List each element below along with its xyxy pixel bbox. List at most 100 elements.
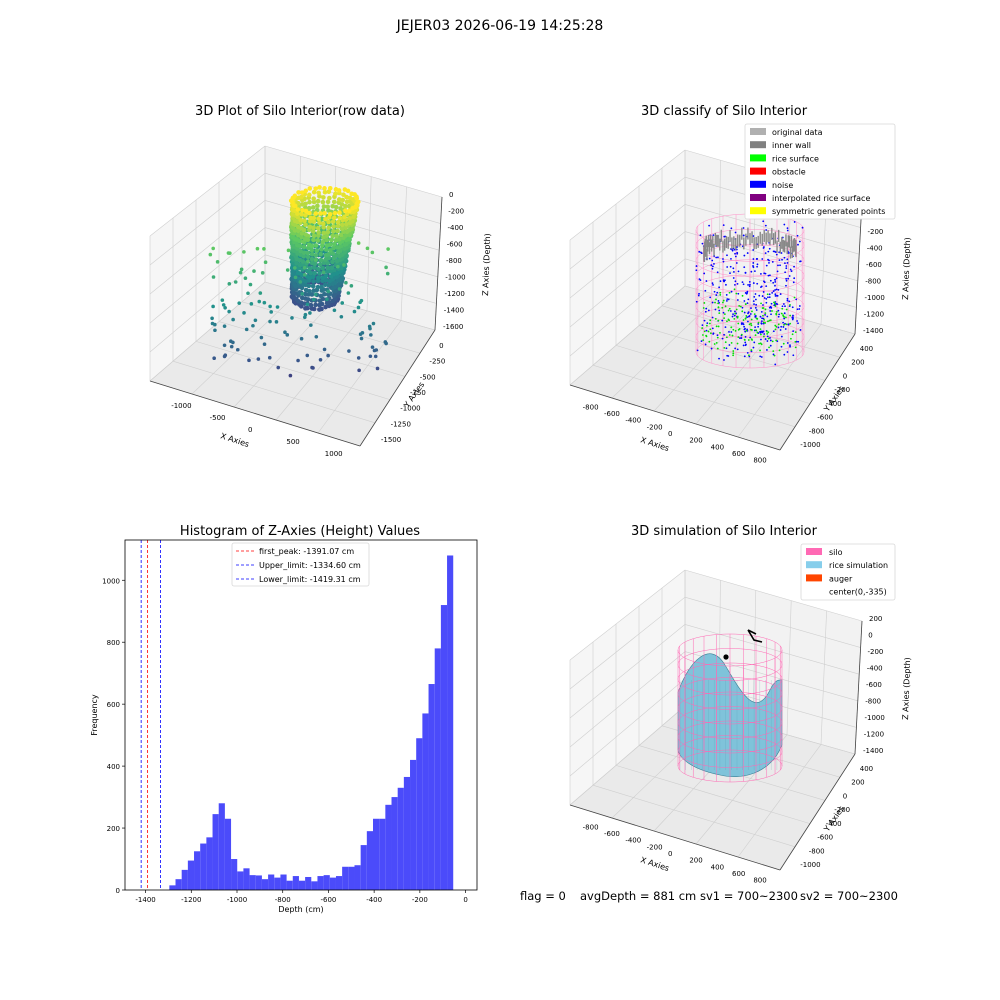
raw-data-point [297, 262, 303, 268]
histogram-bar [292, 876, 299, 890]
histogram-bar [410, 759, 417, 890]
raw-data-point [211, 246, 215, 251]
classify-noise-point [774, 289, 776, 291]
raw-data-point [290, 207, 296, 213]
raw-data-point [262, 342, 267, 346]
classify-rice-point [794, 340, 797, 343]
classify-rice-point [740, 333, 743, 336]
classify-noise-point [752, 262, 755, 264]
classify-noise-point [734, 255, 737, 258]
classify-noise-point [717, 256, 719, 259]
simulation-x-tick-label: 0 [668, 850, 672, 858]
classify-noise-point [762, 220, 765, 223]
histogram-y-tick-label: 400 [107, 763, 120, 771]
raw-data-point [275, 305, 280, 309]
classify-noise-point [742, 234, 745, 237]
classify-noise-point [746, 290, 749, 293]
classify-rice-point [762, 307, 765, 309]
classify-noise-point [759, 355, 762, 358]
raw-data-point [311, 265, 317, 270]
classify-x-tick-label: 200 [689, 437, 702, 445]
raw-data-point [238, 270, 243, 275]
histogram-bar [354, 865, 361, 890]
classify-noise-point [774, 363, 777, 366]
classify-noise-point [746, 302, 749, 305]
classify-noise-point [777, 315, 780, 318]
raw-data-point [311, 219, 317, 224]
classify-noise-point [747, 298, 750, 301]
simulation-grid-line [569, 651, 686, 748]
classify-rice-point [759, 333, 762, 336]
raw-data-point [300, 291, 304, 296]
classify-noise-point [743, 254, 746, 257]
classify-rice-point [741, 310, 744, 313]
classify-rice-point [716, 347, 719, 350]
classify-noise-point [733, 283, 736, 286]
classify-noise-point [741, 306, 744, 309]
raw-data-point [285, 333, 290, 337]
raw-data-point [242, 250, 246, 254]
classify-noise-point [769, 310, 772, 312]
raw-data-point [306, 242, 312, 248]
raw-data-point [360, 331, 365, 335]
raw-z-axis-line [434, 196, 443, 331]
classify-rice-point [774, 305, 777, 308]
classify-noise-point [765, 229, 768, 231]
classify-noise-point [770, 302, 773, 305]
classify-grid-line [569, 258, 686, 357]
classify-rice-point [760, 302, 762, 305]
classify-noise-point [728, 331, 730, 333]
raw-data-point [320, 265, 326, 271]
classify-rice-point [715, 341, 718, 344]
classify-noise-point [717, 300, 720, 302]
classify-noise-point [715, 256, 718, 259]
simulation-grid-line [684, 624, 860, 675]
classify-legend-label: original data [772, 128, 823, 137]
classify-noise-point [752, 346, 755, 349]
classify-noise-point [724, 326, 727, 329]
raw-data-point [343, 221, 349, 227]
simulation-grid-line [569, 705, 686, 806]
simulation-x-tick-label: -800 [583, 823, 599, 831]
classify-noise-point [737, 292, 740, 295]
classify-z-tick-label: -800 [865, 278, 881, 286]
raw-grid-line [264, 145, 443, 198]
raw-data-point [258, 291, 263, 295]
raw-data-point [309, 292, 315, 297]
classify-noise-point [785, 284, 787, 287]
raw-y-tick-label: -250 [429, 358, 445, 366]
classify-noise-point [769, 274, 771, 277]
raw-data-point [213, 328, 217, 333]
classify-legend-label: interpolated rice surface [772, 194, 870, 203]
classify-noise-point [726, 298, 729, 301]
classify-legend-label: rice surface [772, 154, 819, 163]
classify-noise-point [730, 257, 732, 260]
classify-rice-point [772, 350, 775, 353]
classify-noise-point [763, 280, 765, 283]
classify-noise-point [746, 320, 749, 323]
raw-data-point [322, 291, 327, 297]
raw-data-point [305, 250, 311, 256]
raw-data-point [212, 356, 216, 361]
classify-noise-point [752, 265, 754, 267]
raw-data-point [330, 298, 335, 304]
raw-grid-line [195, 341, 391, 400]
classify-noise-point [700, 340, 703, 343]
classify-rice-point [771, 310, 773, 312]
raw-data-point [323, 252, 329, 258]
raw-data-point [315, 203, 320, 209]
raw-data-point [327, 185, 333, 191]
raw-data-point [255, 246, 260, 251]
histogram-legend-box [231, 542, 370, 587]
classify-rice-point [726, 320, 728, 323]
simulation-auger [747, 629, 763, 643]
classify-rice-point [723, 313, 726, 316]
classify-noise-point [752, 300, 755, 303]
classify-x-axis-label: X Axies [639, 435, 670, 453]
raw-y-tick-label: -1000 [400, 405, 420, 413]
raw-data-point [320, 243, 325, 248]
classify-noise-point [792, 354, 795, 357]
raw-data-point [323, 247, 329, 252]
raw-data-point [290, 244, 296, 249]
classify-rice-point [715, 325, 718, 328]
